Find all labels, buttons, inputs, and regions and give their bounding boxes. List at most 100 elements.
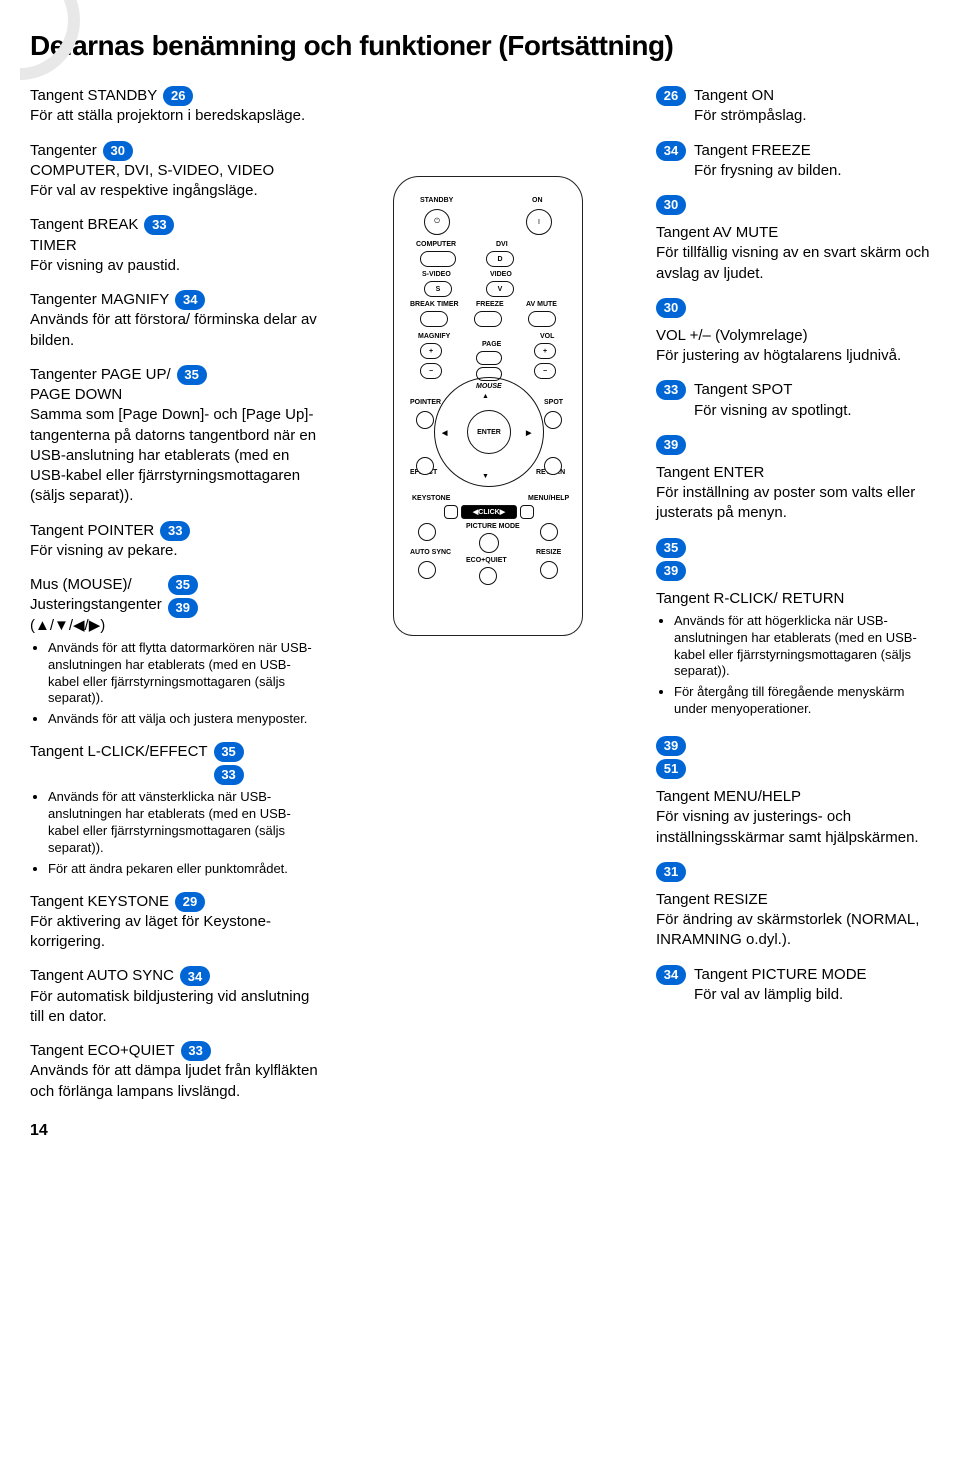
entry-title: Tangent PICTURE MODE	[694, 965, 867, 985]
entry-spot: 33 Tangent SPOT För visning av spotlingt…	[656, 380, 936, 421]
entry-desc: För att ställa projektorn i beredskapslä…	[30, 106, 320, 126]
entry-title: Tangent POINTER	[30, 521, 154, 541]
entry-lclick: Tangent L-CLICK/EFFECT 35 33 Används för…	[30, 742, 320, 877]
label-resize: RESIZE	[536, 549, 561, 556]
arrow-right-icon: ▶	[526, 429, 531, 437]
page-ref-badge: 34	[656, 141, 686, 161]
label-dvi: DVI	[496, 241, 508, 248]
pageup-button[interactable]	[476, 351, 502, 365]
page-ref-badge: 34	[180, 966, 210, 986]
entry-title: Tangent STANDBY	[30, 86, 157, 106]
entry-break-timer: Tangent BREAK 33 TIMER För visning av pa…	[30, 215, 320, 276]
remote-column: STANDBY ON ⏻ I COMPUTER DVI D S-VIDEO VI…	[328, 86, 648, 636]
label-breaktimer: BREAK TIMER	[410, 301, 459, 308]
entry-desc: För inställning av poster som valts elle…	[656, 483, 936, 524]
bullet: Används för att vänsterklicka när USB-an…	[48, 789, 320, 857]
on-icon: I	[538, 219, 540, 226]
avmute-button[interactable]	[528, 311, 556, 327]
entry-desc: För automatisk bildjustering vid anslutn…	[30, 987, 320, 1028]
return-button[interactable]	[544, 457, 562, 475]
magnify-minus-button[interactable]: −	[420, 363, 442, 379]
pointer-button[interactable]	[416, 411, 434, 429]
label-autosync: AUTO SYNC	[410, 549, 451, 556]
entry-title-cont: COMPUTER, DVI, S-VIDEO, VIDEO	[30, 161, 320, 181]
remote-diagram: STANDBY ON ⏻ I COMPUTER DVI D S-VIDEO VI…	[393, 176, 583, 636]
entry-pointer: Tangent POINTER 33 För visning av pekare…	[30, 521, 320, 562]
label-picture-mode: PICTURE MODE	[466, 523, 520, 530]
page-ref-badge: 35	[168, 575, 198, 595]
page-ref-badge: 26	[656, 86, 686, 106]
entry-standby: Tangent STANDBY 26 För att ställa projek…	[30, 86, 320, 127]
entry-title: Tangent R-CLICK/ RETURN	[656, 589, 936, 609]
entry-title: Tangent BREAK	[30, 215, 138, 235]
menuhelp-button[interactable]	[540, 523, 558, 541]
entry-desc: För val av lämplig bild.	[694, 985, 867, 1005]
entry-title: Tangent AV MUTE	[656, 223, 936, 243]
label-video: VIDEO	[490, 271, 512, 278]
right-column: 26 Tangent ON För strömpåslag. 34 Tangen…	[656, 86, 936, 1019]
entry-menuhelp: 39 51 Tangent MENU/HELP För visning av j…	[656, 736, 936, 848]
entry-desc: För visning av pekare.	[30, 541, 320, 561]
ecoquiet-button[interactable]	[479, 567, 497, 585]
label-pointer: POINTER	[410, 399, 441, 406]
entry-freeze: 34 Tangent FREEZE För frysning av bilden…	[656, 141, 936, 182]
freeze-button[interactable]	[474, 311, 502, 327]
page-ref-badge: 31	[656, 862, 686, 882]
page-ref-badge: 34	[175, 290, 205, 310]
effect-button[interactable]	[416, 457, 434, 475]
spot-button[interactable]	[544, 411, 562, 429]
vol-plus-button[interactable]: +	[534, 343, 556, 359]
bullet: För återgång till föregående menyskärm u…	[674, 684, 936, 718]
vol-minus-button[interactable]: −	[534, 363, 556, 379]
standby-button[interactable]: ⏻	[424, 209, 450, 235]
bullet: Används för att välja och justera menypo…	[48, 711, 320, 728]
dvi-button[interactable]: D	[486, 251, 514, 267]
computer-button[interactable]	[420, 251, 456, 267]
entry-pageupdown: Tangenter PAGE UP/ 35 PAGE DOWN Samma so…	[30, 365, 320, 507]
label-standby: STANDBY	[420, 197, 453, 204]
page-ref-badge: 39	[656, 435, 686, 455]
autosync-button[interactable]	[418, 561, 436, 579]
entry-title-cont: Justeringstangenter	[30, 595, 162, 615]
on-button[interactable]: I	[526, 209, 552, 235]
label-magnify: MAGNIFY	[418, 333, 450, 340]
label-computer: COMPUTER	[416, 241, 456, 248]
entry-title: Tangent ECO+QUIET	[30, 1041, 175, 1061]
entry-desc: Används för att förstora/ förminska dela…	[30, 310, 320, 351]
page-ref-badge: 35	[656, 538, 686, 558]
entry-title: Mus (MOUSE)/	[30, 575, 162, 595]
entry-desc: För aktivering av läget för Keystone-kor…	[30, 912, 320, 953]
entry-title: Tangent FREEZE	[694, 141, 842, 161]
entry-desc: För strömpåslag.	[694, 106, 807, 126]
label-vol: VOL	[540, 333, 554, 340]
entry-avmute: 30 Tangent AV MUTE För tillfällig visnin…	[656, 195, 936, 284]
page-ref-badge: 30	[656, 298, 686, 318]
entry-desc: För val av respektive ingångsläge.	[30, 181, 320, 201]
video-button[interactable]: V	[486, 281, 514, 297]
svideo-button[interactable]: S	[424, 281, 452, 297]
entry-desc: För tillfällig visning av en svart skärm…	[656, 243, 936, 284]
keystone-button[interactable]	[418, 523, 436, 541]
entry-magnify: Tangenter MAGNIFY 34 Används för att för…	[30, 290, 320, 351]
entry-resize: 31 Tangent RESIZE För ändring av skärmst…	[656, 862, 936, 951]
arrow-up-icon: ▲	[482, 393, 489, 400]
resize-button[interactable]	[540, 561, 558, 579]
breaktimer-button[interactable]	[420, 311, 448, 327]
entry-on: 26 Tangent ON För strömpåslag.	[656, 86, 936, 127]
entry-title: Tangenter PAGE UP/	[30, 365, 171, 385]
page-ref-badge: 51	[656, 759, 686, 779]
enter-button[interactable]: ENTER	[467, 410, 511, 454]
main-layout: Tangent STANDBY 26 För att ställa projek…	[30, 86, 940, 1116]
rclick-button[interactable]	[520, 505, 534, 519]
entry-desc: För visning av justerings- och inställni…	[656, 807, 936, 848]
magnify-plus-button[interactable]: +	[420, 343, 442, 359]
bullet: För att ändra pekaren eller punktområdet…	[48, 861, 320, 878]
label-on: ON	[532, 197, 543, 204]
bullet: Används för att flytta datormarkören när…	[48, 640, 320, 708]
lclick-button[interactable]	[444, 505, 458, 519]
entry-desc: För justering av högtalarens ljudnivå.	[656, 346, 901, 366]
entry-title: Tangent SPOT	[694, 380, 852, 400]
picture-mode-button[interactable]	[479, 533, 499, 553]
bullet: Används för att högerklicka när USB-ansl…	[674, 613, 936, 681]
page-ref-badge: 33	[656, 380, 686, 400]
